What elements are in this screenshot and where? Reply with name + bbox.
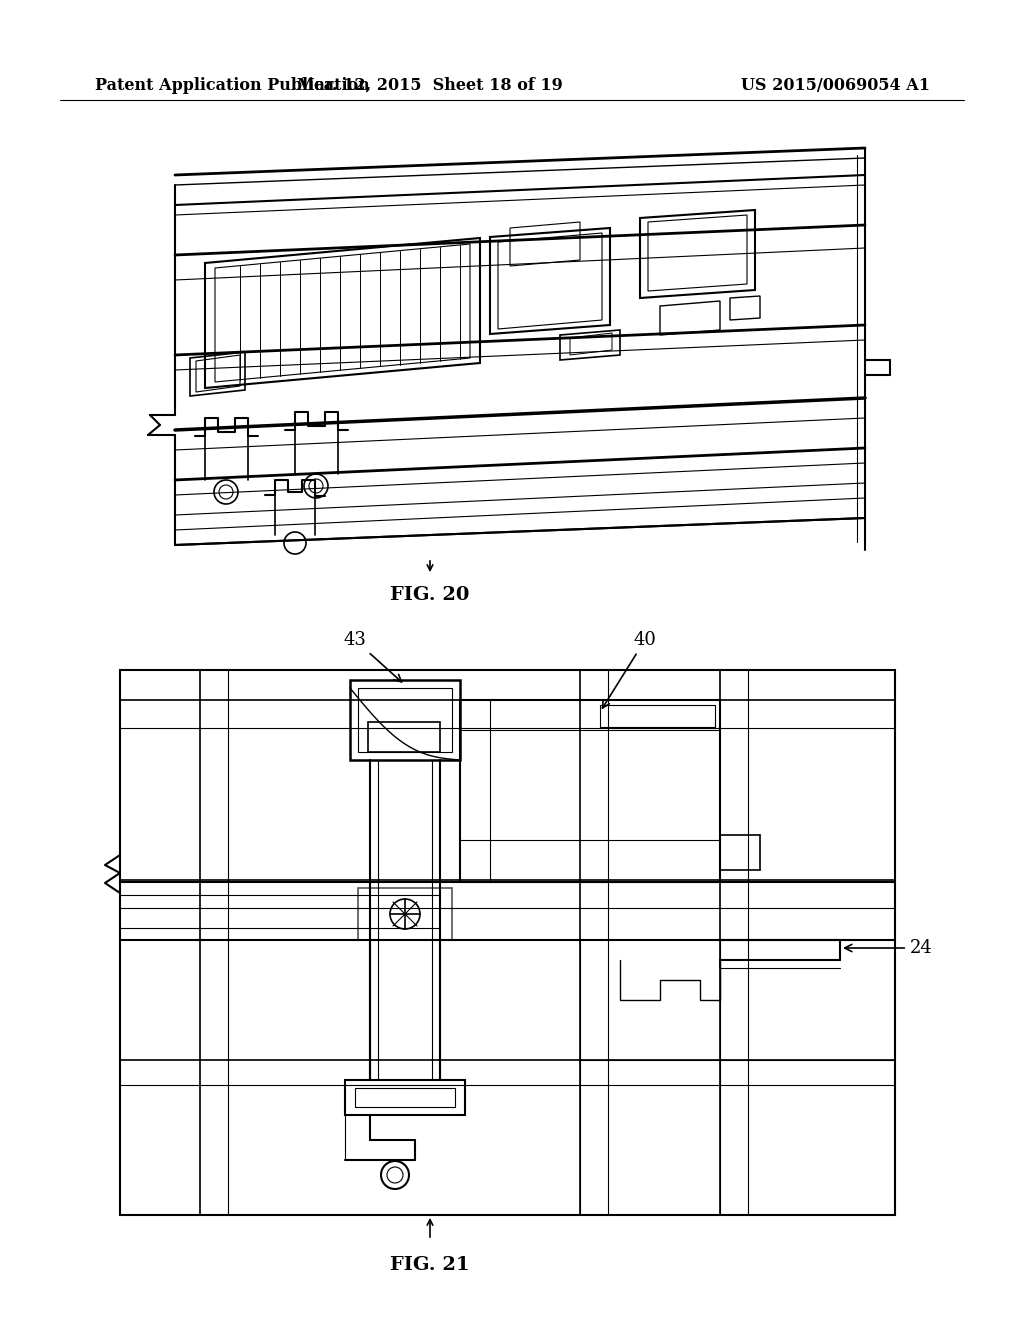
Text: 24: 24 [845, 939, 933, 957]
Text: 43: 43 [344, 631, 401, 682]
Text: US 2015/0069054 A1: US 2015/0069054 A1 [741, 77, 930, 94]
Text: FIG. 21: FIG. 21 [390, 1257, 470, 1274]
Text: Patent Application Publication: Patent Application Publication [95, 77, 370, 94]
Text: Mar. 12, 2015  Sheet 18 of 19: Mar. 12, 2015 Sheet 18 of 19 [297, 77, 563, 94]
Text: 40: 40 [602, 631, 656, 708]
Text: FIG. 20: FIG. 20 [390, 586, 470, 605]
